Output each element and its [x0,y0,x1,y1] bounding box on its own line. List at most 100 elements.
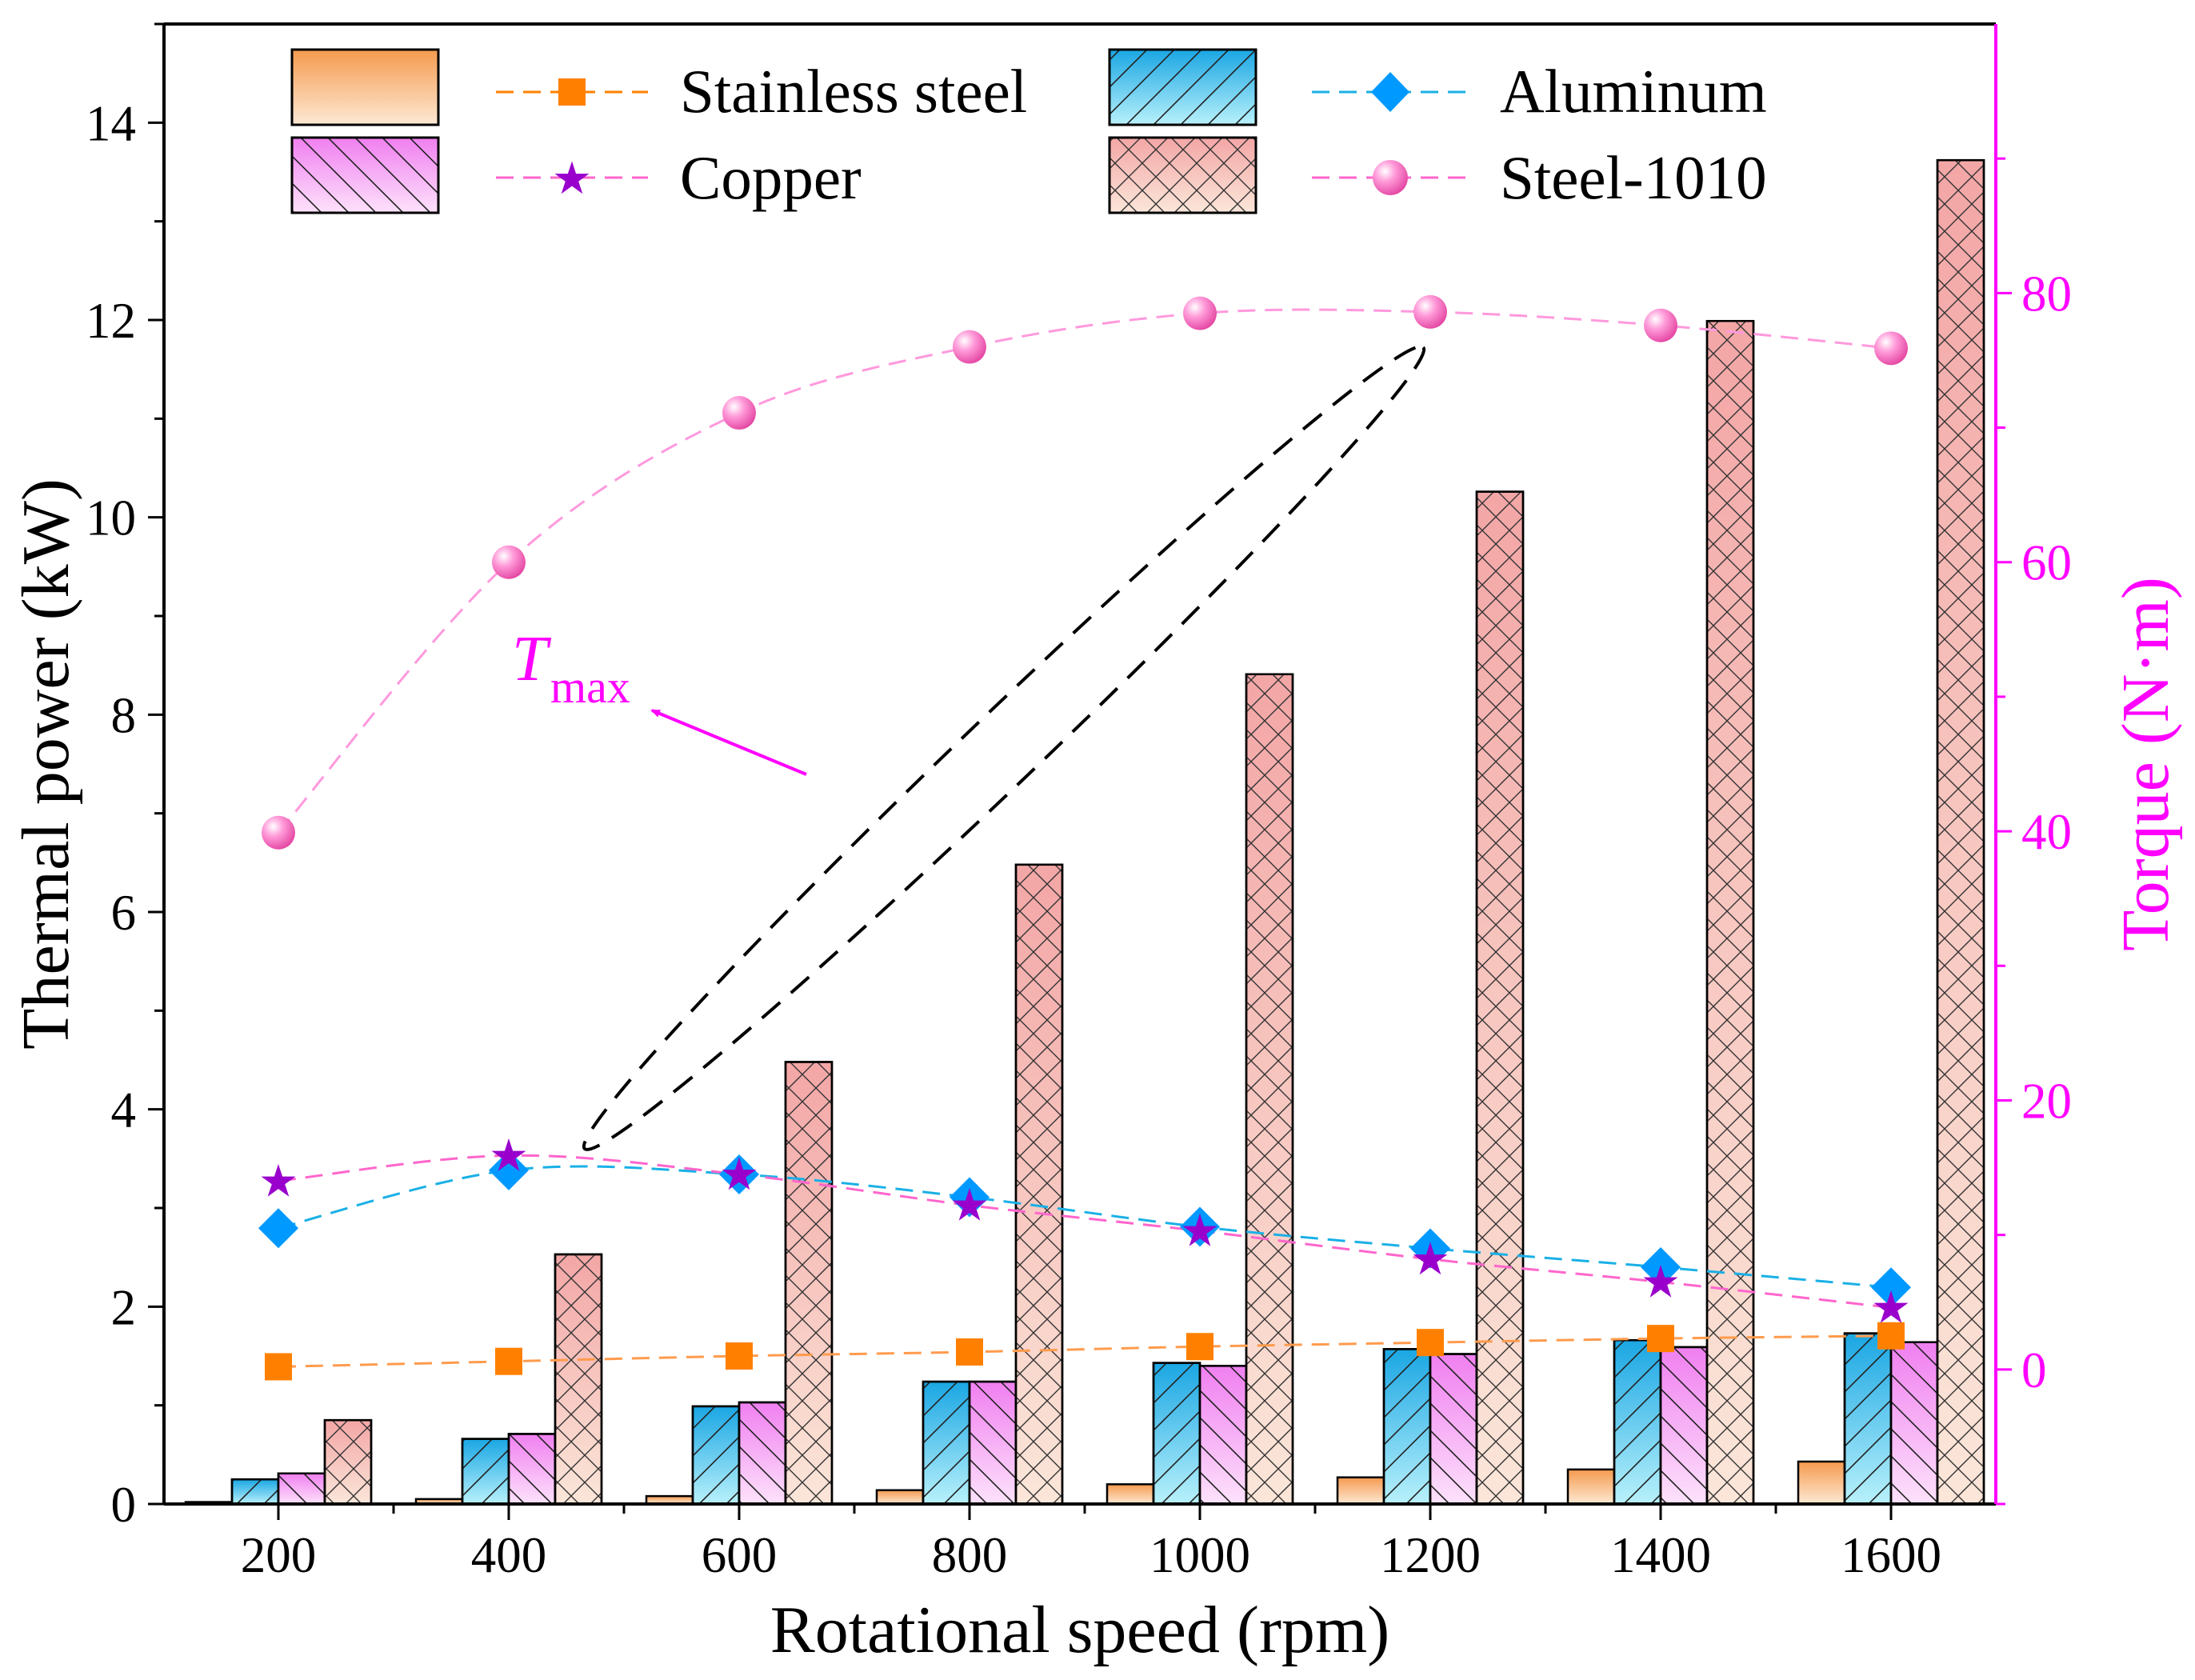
bar-hatch-copper-1600 [1889,1341,1939,1506]
torque-point-stainless-steel-1600 [1877,1322,1905,1350]
torque-point-aluminum-1400 [1641,1247,1681,1287]
x-tick-label-1200: 1200 [1380,1527,1481,1583]
torque-point-steel-1010-1200 [1413,294,1447,329]
y2-tick-label-80: 80 [2021,266,2072,322]
bar-stainless-steel-1200 [1336,1476,1385,1506]
x-tick-label-1000: 1000 [1149,1527,1250,1583]
torque-point-aluminum-400 [489,1150,529,1190]
torque-line-aluminum [278,1165,1892,1289]
y-tick-label-10: 10 [86,490,136,546]
y2-tick-label-0: 0 [2021,1342,2047,1398]
tmax-label: T [512,624,552,694]
bar-hatch-aluminum-1400 [1613,1339,1662,1506]
legend-label-stainless-steel: Stainless steel [680,57,1027,126]
bar-hatch-aluminum-1000 [1152,1362,1201,1506]
legend-marker-aluminum [1371,72,1409,112]
torque-point-steel-1010-800 [953,330,986,364]
bar-hatch-steel-1010-600 [784,1061,834,1506]
torque-point-steel-1010-200 [262,815,295,850]
bar-hatch-steel-1010-1400 [1705,319,1755,1506]
bar-hatch-aluminum-600 [691,1405,741,1506]
bar-hatch-aluminum-400 [461,1438,510,1506]
legend: Stainless steel Aluminum ★ Copper Steel-… [290,48,1767,214]
torque-point-aluminum-800 [950,1177,990,1218]
legend-marker-stainless-steel [558,78,586,106]
y-tick-label-14: 14 [86,95,136,151]
y2-axis-ticks: 0 20 40 60 80 [1996,157,2072,1506]
x-axis-ticks: 200 400 600 800 1000 1200 1400 1600 [241,1504,1941,1583]
y-tick-label-6: 6 [111,885,137,941]
torque-point-steel-1010-1600 [1874,331,1908,366]
y2-tick-label-40: 40 [2021,804,2072,860]
y-tick-label-4: 4 [111,1082,137,1138]
x-tick-label-800: 800 [932,1527,1008,1583]
legend-label-steel-1010: Steel-1010 [1500,143,1767,212]
legend-label-aluminum: Aluminum [1500,57,1767,126]
x-tick-label-400: 400 [471,1527,547,1583]
y2-axis-title: Torque (N·m) [2109,577,2183,951]
bar-hatch-steel-1010-1000 [1245,673,1294,1506]
bar-hatch-copper-1000 [1198,1365,1248,1506]
y-tick-label-2: 2 [111,1279,137,1335]
torque-point-copper-1200: ★ [1410,1234,1450,1286]
torque-point-steel-1010-1400 [1644,308,1677,342]
torque-point-copper-800: ★ [950,1180,990,1232]
bar-hatch-steel-1010-200 [323,1418,373,1506]
bar-hatch-aluminum-1200 [1382,1348,1432,1506]
tmax-ellipse [582,345,1426,1151]
torque-line-copper [278,1154,1892,1309]
x-tick-label-1600: 1600 [1841,1527,1941,1583]
legend-label-copper: Copper [680,143,862,212]
torque-point-copper-1000: ★ [1180,1206,1220,1258]
bar-hatch-steel-1010-1200 [1475,490,1525,1506]
bar-stainless-steel-1600 [1797,1460,1846,1506]
x-tick-label-1400: 1400 [1610,1527,1711,1583]
torque-point-copper-1400: ★ [1641,1257,1681,1309]
bar-hatch-copper-600 [738,1401,787,1506]
x-axis-title: Rotational speed (rpm) [770,1593,1389,1667]
bar-hatch-aluminum-200 [230,1478,280,1506]
torque-point-steel-1010-1000 [1183,296,1217,330]
torque-point-stainless-steel-600 [726,1342,753,1370]
torque-point-copper-400: ★ [489,1130,529,1182]
x-tick-label-600: 600 [702,1527,778,1583]
bar-hatch-copper-400 [507,1433,557,1506]
y-tick-label-12: 12 [86,293,136,349]
torque-point-stainless-steel-400 [495,1347,522,1375]
bar-hatch-steel-1010-800 [1014,863,1064,1506]
bar-layer [184,158,1985,1506]
y-axis-title: Thermal power (kW) [9,478,83,1050]
torque-point-steel-1010-600 [722,396,756,430]
y-tick-label-0: 0 [111,1477,137,1533]
tmax-arrow [650,709,807,776]
bar-hatch-aluminum-1600 [1843,1332,1893,1506]
bar-hatch-aluminum-800 [922,1380,971,1506]
torque-point-aluminum-600 [719,1154,759,1194]
bar-hatch-copper-1400 [1659,1346,1709,1506]
legend-swatch-copper-hatch [290,136,440,214]
tmax-annotation: T max [512,345,1426,1151]
torque-point-steel-1010-400 [492,545,526,579]
y-axis-ticks: 0 2 4 6 8 10 12 14 [86,22,164,1533]
bar-hatch-steel-1010-1600 [1936,158,1985,1506]
line-layer [277,308,1892,1368]
torque-point-stainless-steel-1200 [1417,1329,1444,1357]
torque-point-copper-600: ★ [719,1149,759,1201]
marker-layer: ★ ★ ★ ★ ★ ★ ★ ★ [258,294,1911,1381]
torque-point-aluminum-200 [258,1208,298,1249]
tmax-subscript: max [550,661,630,713]
torque-point-aluminum-1000 [1180,1206,1220,1247]
legend-swatch-stainless-steel-bar [290,48,440,126]
bar-stainless-steel-1400 [1566,1468,1616,1506]
torque-point-copper-200: ★ [258,1155,298,1207]
legend-swatch-aluminum-hatch [1108,48,1257,126]
bar-stainless-steel-1000 [1105,1483,1155,1506]
bar-hatch-copper-800 [968,1380,1018,1506]
bar-hatch-copper-1200 [1429,1353,1478,1506]
torque-point-copper-1600: ★ [1871,1282,1911,1334]
torque-point-aluminum-1200 [1410,1228,1450,1269]
legend-swatch-steel-1010-hatch [1108,136,1257,214]
y-tick-label-8: 8 [111,687,137,743]
bar-stainless-steel-800 [875,1489,925,1506]
